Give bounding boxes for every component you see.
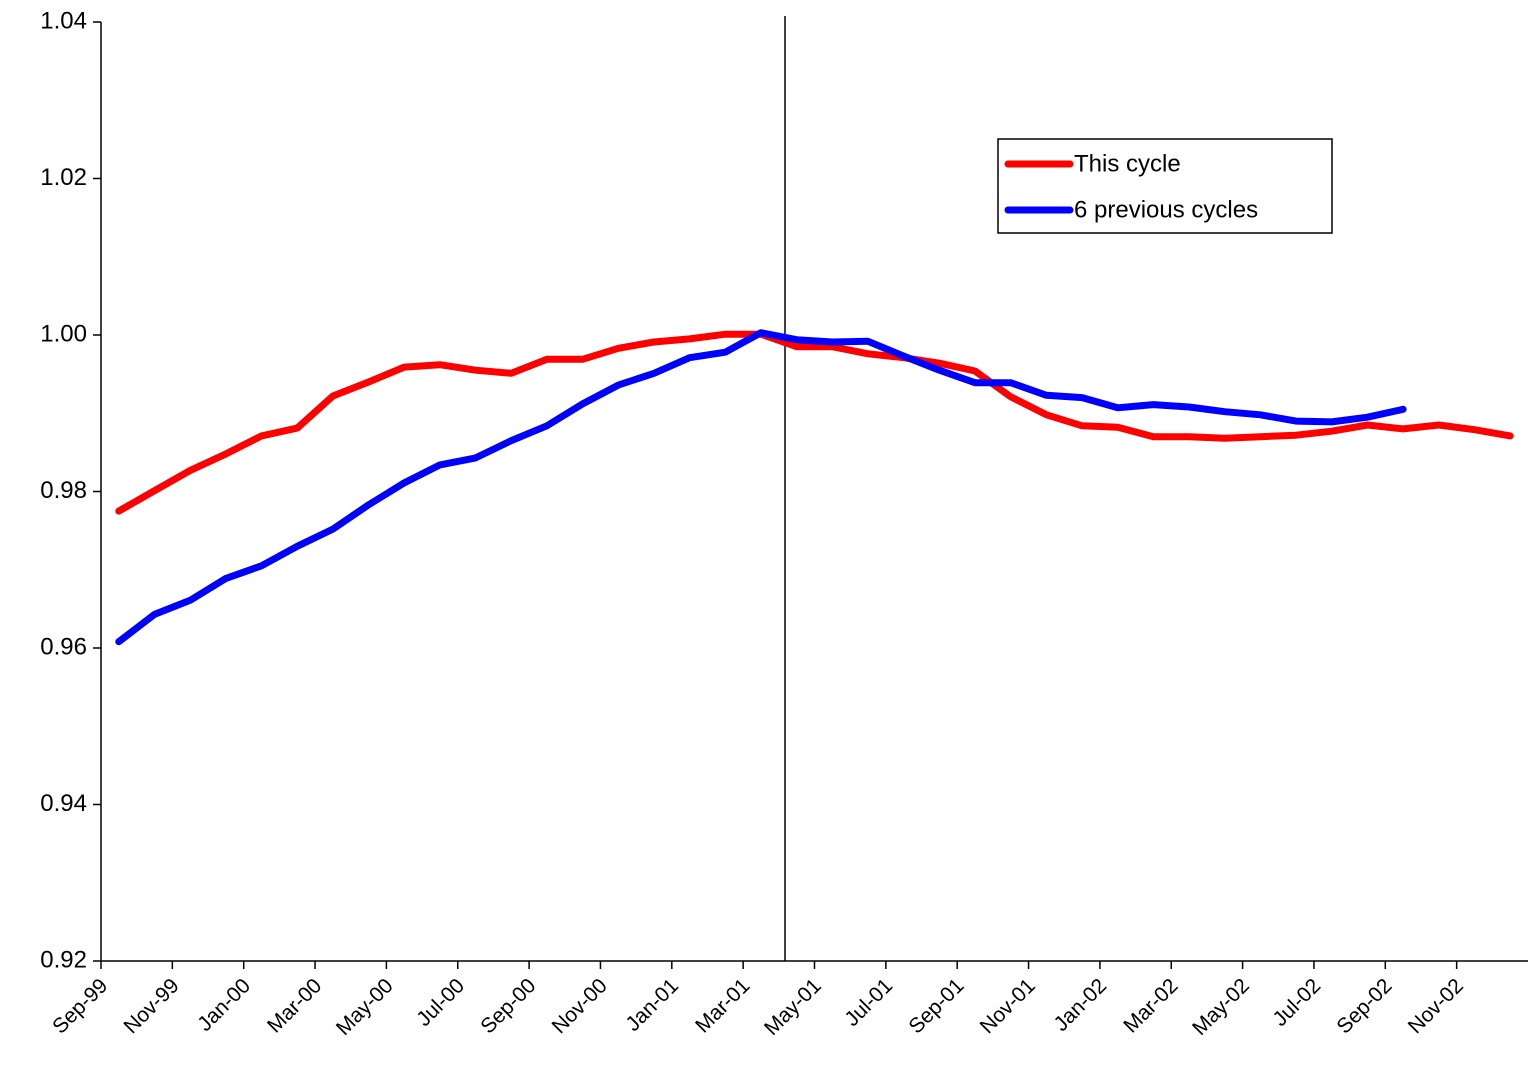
y-tick-label: 1.00 xyxy=(40,320,87,347)
y-tick-label: 0.94 xyxy=(40,790,87,817)
y-tick-label: 0.92 xyxy=(40,946,87,973)
y-tick-label: 0.96 xyxy=(40,633,87,660)
series-line xyxy=(115,330,1514,515)
legend-label: 6 previous cycles xyxy=(1074,196,1258,223)
y-tick-label: 0.98 xyxy=(40,477,87,504)
legend: This cycle 6 previous cycles xyxy=(997,138,1333,234)
legend-box xyxy=(997,138,1333,234)
y-tick-label: 1.02 xyxy=(40,164,87,191)
series-line xyxy=(115,329,1407,646)
y-tick-label: 1.04 xyxy=(40,7,87,34)
legend-label: This cycle xyxy=(1074,150,1181,177)
